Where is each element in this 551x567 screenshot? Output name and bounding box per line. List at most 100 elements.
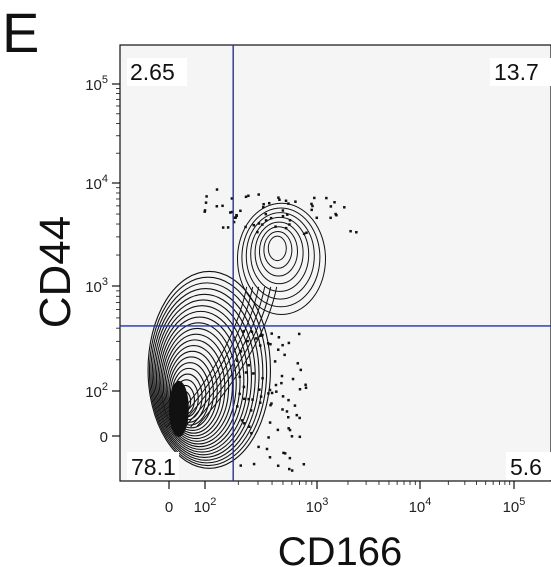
- outlier-dot: [291, 469, 294, 472]
- outlier-dot: [297, 362, 300, 365]
- outlier-dot: [240, 464, 243, 467]
- outlier-dot: [310, 209, 313, 212]
- outlier-dot: [239, 376, 242, 379]
- y-tick-label: 103: [85, 276, 108, 296]
- outlier-dot: [270, 332, 273, 335]
- outlier-dot: [282, 215, 285, 218]
- outlier-dot: [216, 188, 219, 191]
- outlier-dot: [289, 429, 292, 432]
- outlier-dot: [222, 226, 225, 229]
- outlier-dot: [247, 398, 250, 401]
- y-tick-label: 102: [85, 381, 108, 401]
- outlier-dot: [245, 371, 248, 374]
- outlier-dot: [262, 203, 265, 206]
- outlier-dot: [204, 209, 207, 212]
- outlier-dot: [305, 387, 308, 390]
- outlier-dot: [305, 231, 308, 234]
- outlier-dot: [227, 226, 230, 229]
- outlier-dot: [261, 223, 264, 226]
- outlier-dot: [281, 375, 284, 378]
- outlier-dot: [278, 336, 281, 339]
- outlier-dot: [245, 196, 248, 199]
- outlier-dot: [294, 200, 297, 203]
- outlier-dot: [313, 197, 316, 200]
- outlier-dot: [256, 231, 259, 234]
- outlier-dot: [243, 386, 246, 389]
- outlier-dot: [298, 333, 301, 336]
- x-axis: 0 102 103 104 105: [165, 481, 526, 516]
- outlier-dot: [259, 334, 262, 337]
- outlier-dot: [252, 372, 255, 375]
- outlier-dot: [329, 217, 332, 220]
- outlier-dot: [280, 382, 283, 385]
- outlier-dot: [270, 217, 273, 220]
- outlier-dot: [240, 350, 243, 353]
- outlier-dot: [303, 463, 306, 466]
- outlier-dot: [286, 410, 289, 413]
- outlier-dot: [250, 409, 253, 412]
- quadrant-label-lower-right: 5.6: [510, 454, 542, 480]
- outlier-dot: [285, 227, 288, 230]
- outlier-dot: [205, 201, 208, 204]
- outlier-dot: [236, 359, 239, 362]
- outlier-dot: [269, 343, 272, 346]
- outlier-dot: [271, 392, 274, 395]
- outlier-dot: [334, 213, 337, 216]
- outlier-dot: [274, 225, 277, 228]
- outlier-dot: [274, 360, 277, 363]
- outlier-dot: [221, 205, 224, 208]
- y-axis: 0 102 103 104 105: [85, 74, 120, 446]
- outlier-dot: [289, 219, 292, 222]
- outlier-dot: [284, 452, 287, 455]
- y-axis-label: CD44: [31, 216, 80, 329]
- outlier-dot: [287, 416, 290, 419]
- quadrant-label-upper-right-box: 13.7: [490, 58, 551, 86]
- outlier-dot: [253, 463, 256, 466]
- outlier-dot: [325, 197, 328, 200]
- outlier-dot: [244, 226, 247, 229]
- outlier-dot: [236, 405, 239, 408]
- outlier-dot: [236, 215, 239, 218]
- outlier-dot: [282, 395, 285, 398]
- outlier-dot: [285, 200, 288, 203]
- outlier-dot: [287, 202, 290, 205]
- outlier-dot: [289, 457, 292, 460]
- y-tick-label: 105: [85, 74, 108, 94]
- outlier-dot: [267, 436, 270, 439]
- outlier-dot: [243, 330, 246, 333]
- outlier-dot: [265, 213, 268, 216]
- quadrant-label-lower-right-box: 5.6: [506, 452, 551, 480]
- outlier-dot: [259, 401, 262, 404]
- outlier-dot: [205, 195, 208, 198]
- quadrant-label-lower-left-box: 78.1: [127, 452, 179, 480]
- outlier-dot: [216, 205, 219, 208]
- quadrant-label-upper-right: 13.7: [494, 59, 539, 85]
- outlier-dot: [298, 417, 301, 420]
- outlier-dot: [288, 223, 291, 226]
- outlier-dot: [248, 425, 251, 428]
- outlier-dot: [288, 468, 291, 471]
- outlier-dot: [241, 419, 244, 422]
- outlier-dot: [287, 399, 290, 402]
- y-tick-label: 104: [85, 173, 108, 193]
- outlier-dot: [257, 193, 260, 196]
- outlier-dot: [282, 209, 285, 212]
- outlier-dot: [349, 230, 352, 233]
- outlier-dot: [281, 408, 284, 411]
- outlier-dot: [278, 198, 281, 201]
- outlier-dot: [292, 378, 295, 381]
- x-tick-label: 103: [306, 496, 329, 516]
- outlier-dot: [246, 340, 249, 343]
- outlier-dot: [303, 233, 306, 236]
- outlier-dot: [343, 206, 346, 209]
- y-tick-label: 0: [100, 429, 108, 446]
- outlier-dot: [299, 436, 302, 439]
- panel-letter: E: [2, 1, 39, 64]
- outlier-dot: [270, 402, 273, 405]
- outlier-dot: [251, 331, 254, 334]
- quadrant-label-lower-left: 78.1: [131, 454, 176, 480]
- outlier-dot: [257, 446, 260, 449]
- outlier-dot: [296, 414, 299, 417]
- outlier-dot: [258, 388, 261, 391]
